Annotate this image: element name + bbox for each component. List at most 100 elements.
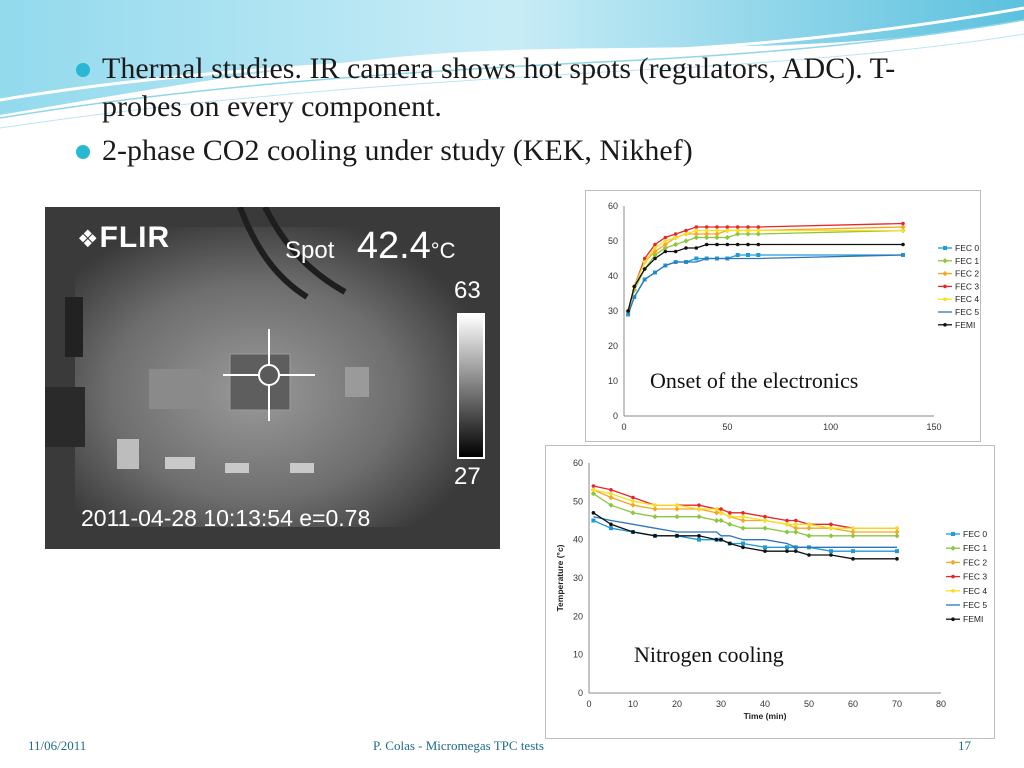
data-point bbox=[609, 522, 613, 527]
data-point bbox=[683, 238, 689, 244]
data-point bbox=[728, 541, 732, 546]
data-point bbox=[851, 526, 855, 530]
data-point bbox=[694, 225, 699, 229]
flir-logo: ❖FLIR bbox=[77, 221, 171, 254]
data-point bbox=[704, 242, 709, 247]
legend-label: FEC 1 bbox=[955, 256, 979, 266]
data-point bbox=[719, 511, 723, 515]
y-tick-label: 60 bbox=[573, 458, 583, 468]
data-point bbox=[715, 228, 719, 233]
data-point bbox=[630, 502, 636, 508]
y-tick-label: 20 bbox=[608, 341, 618, 351]
data-point bbox=[807, 522, 811, 527]
data-point bbox=[829, 553, 833, 557]
y-tick-label: 10 bbox=[608, 376, 618, 386]
data-point bbox=[828, 533, 834, 539]
bullet-item: Thermal studies. IR camera shows hot spo… bbox=[72, 50, 952, 126]
x-tick-label: 50 bbox=[804, 699, 814, 709]
data-point bbox=[794, 518, 798, 523]
data-point bbox=[728, 511, 732, 515]
x-tick-label: 80 bbox=[936, 699, 946, 709]
data-point bbox=[725, 228, 730, 233]
y-axis-title: Temperature (°c) bbox=[555, 544, 565, 611]
legend-label: FEC 5 bbox=[963, 600, 987, 610]
data-point bbox=[745, 231, 751, 237]
data-point bbox=[895, 549, 899, 554]
series-line bbox=[627, 229, 903, 312]
data-point bbox=[715, 225, 719, 229]
spot-readout: Spot 42.4°C bbox=[285, 225, 455, 268]
data-point bbox=[630, 510, 636, 516]
ir-thermal-image: ❖FLIR Spot 42.4°C 63 27 2011-04-28 10:13… bbox=[45, 207, 500, 549]
data-point bbox=[653, 242, 657, 247]
ir-timestamp: 2011-04-28 10:13:54 e=0.78 bbox=[81, 505, 371, 531]
footer-date: 11/06/2011 bbox=[28, 738, 87, 753]
data-point bbox=[895, 526, 899, 530]
data-point bbox=[950, 559, 956, 565]
data-point bbox=[895, 557, 899, 561]
series-line bbox=[593, 516, 897, 548]
legend-label: FEC 1 bbox=[963, 543, 987, 553]
data-point bbox=[756, 228, 761, 233]
bullet-dot-icon bbox=[76, 145, 90, 159]
series-fec-5 bbox=[627, 254, 904, 315]
data-point bbox=[951, 532, 955, 536]
data-point bbox=[675, 503, 679, 507]
chart-nitrogen-cooling: 0 10 20 30 40 50 60 0 10 20 30 40 50 60 70 80 Time (min)… bbox=[545, 445, 995, 739]
chart-onset-svg: 0 10 20 30 40 50 60 0 50 100 150 FEC 0 FEC 1 FEC 2 FEC… bbox=[608, 201, 979, 432]
data-point bbox=[652, 506, 658, 512]
y-tick-label: 40 bbox=[573, 535, 583, 545]
data-point bbox=[756, 253, 761, 257]
x-axis-title: Time (min) bbox=[744, 711, 787, 721]
data-point bbox=[763, 549, 767, 553]
data-point bbox=[746, 228, 750, 233]
data-point bbox=[632, 284, 637, 289]
series-fec-4 bbox=[626, 228, 905, 313]
spot-label: Spot bbox=[285, 237, 335, 264]
x-tick-label: 150 bbox=[926, 422, 941, 432]
data-point bbox=[950, 545, 956, 551]
x-tick-label: 50 bbox=[722, 422, 732, 432]
y-tick-label: 30 bbox=[608, 306, 618, 316]
data-point bbox=[608, 502, 614, 508]
data-point bbox=[694, 246, 699, 250]
x-tick-label: 40 bbox=[760, 699, 770, 709]
data-point bbox=[756, 225, 761, 229]
data-point bbox=[653, 534, 657, 538]
data-point bbox=[785, 545, 789, 550]
data-point bbox=[673, 241, 679, 248]
data-point bbox=[740, 525, 746, 531]
data-point bbox=[591, 511, 596, 515]
data-point bbox=[829, 526, 833, 530]
data-point bbox=[762, 525, 768, 531]
data-point bbox=[631, 495, 635, 500]
spot-value: 42.4 bbox=[356, 225, 431, 267]
scale-min-label: 27 bbox=[454, 463, 481, 490]
data-point bbox=[714, 231, 720, 237]
legend-label: FEC 0 bbox=[963, 529, 987, 539]
data-point bbox=[609, 526, 613, 531]
data-point bbox=[740, 517, 746, 524]
data-point bbox=[741, 545, 745, 550]
data-point bbox=[901, 228, 905, 233]
data-point bbox=[763, 518, 767, 523]
data-point bbox=[697, 534, 701, 538]
x-tick-label: 20 bbox=[672, 699, 682, 709]
data-point bbox=[591, 484, 596, 488]
spot-unit: °C bbox=[430, 238, 456, 263]
series-line bbox=[593, 489, 897, 529]
data-point bbox=[793, 525, 799, 531]
data-point bbox=[652, 514, 658, 520]
data-point bbox=[735, 253, 740, 257]
data-point bbox=[718, 517, 724, 524]
data-point bbox=[728, 514, 732, 519]
data-point bbox=[673, 232, 678, 236]
legend-label: FEC 3 bbox=[963, 572, 987, 582]
data-point bbox=[942, 258, 948, 264]
data-point bbox=[746, 225, 750, 229]
data-point bbox=[694, 228, 699, 233]
data-point bbox=[894, 529, 900, 535]
x-tick-label: 10 bbox=[628, 699, 638, 709]
series-line bbox=[593, 485, 897, 529]
data-point bbox=[724, 234, 730, 241]
